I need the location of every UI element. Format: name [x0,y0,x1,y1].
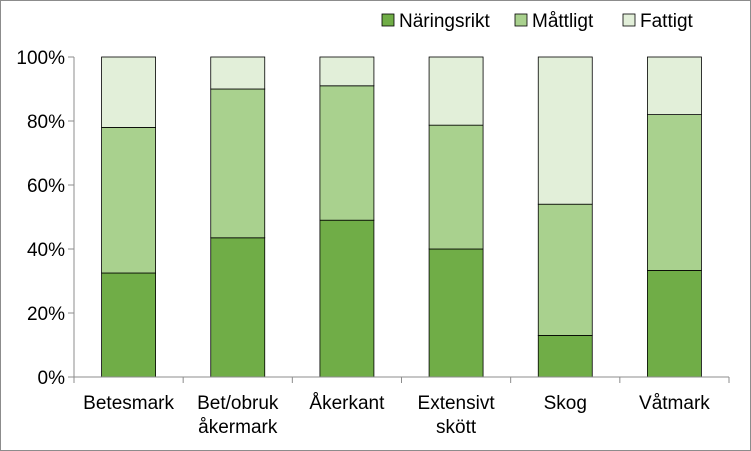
legend-swatch [514,13,528,27]
bars-group [101,56,702,378]
bar-segment-1-4 [428,248,484,378]
x-tick-label: Bet/obruk åkermark [197,393,279,438]
x-tick-label-line: Bet/obruk [197,393,279,414]
x-tick-labels: Betesmark Bet/obruk åkermark Åkerkant Extens… [83,393,710,438]
x-tick-label-line: Skog [544,393,587,414]
bar-segment-2-1 [101,127,156,274]
bar-segment-3-5 [537,56,593,205]
bar-segment-2-5 [537,203,593,336]
bar-segment-1-6 [647,270,702,378]
x-tick-label: Åkerkant [309,393,385,414]
y-tick-label: 20% [27,304,65,325]
x-tick-label: Skog [544,393,587,414]
legend-label: Näringsrikt [399,11,491,32]
legend-swatch [381,13,395,27]
x-tick-label-line: skött [436,417,477,438]
y-tick-label: 80% [27,112,65,133]
bar-segment-1-5 [537,334,593,378]
bar-segment-2-4 [428,124,484,250]
x-tick-label-line: åkermark [198,417,278,438]
axes-group [68,56,730,383]
x-tick-label-line: Betesmark [83,393,174,414]
bar-segment-1-1 [101,272,156,378]
legend-label: Måttligt [532,11,594,32]
y-tick-label: 60% [27,176,65,197]
x-tick-label: Våtmark [639,393,710,414]
y-tick-label: 40% [27,240,65,261]
bar-segment-3-6 [647,56,702,115]
bar-segment-2-6 [647,114,702,271]
legend-label: Fattigt [640,11,694,32]
bar-segment-3-4 [428,56,484,126]
x-tick-label-line: Extensivt [418,393,496,414]
bar-segment-2-2 [210,88,266,239]
y-tick-label: 0% [38,368,66,389]
x-tick-label: Extensivt skött [418,393,496,438]
bar-segment-2-3 [319,85,375,221]
bar-segment-3-1 [101,56,156,128]
x-tick-label: Betesmark [83,393,174,414]
bar-segment-1-3 [319,219,375,378]
bar-segment-1-2 [210,237,266,378]
x-tick-label-line: Våtmark [639,393,710,414]
legend: Näringsrikt Måttligt Fattigt [381,11,694,32]
y-tick-label: 100% [16,48,65,69]
legend-swatch [622,13,636,27]
x-tick-label-line: Åkerkant [309,393,385,414]
y-tick-labels: 0% 20% 40% 60% 80% 100% [16,48,65,389]
bar-segment-3-3 [319,56,375,87]
bar-segment-3-2 [210,56,266,90]
